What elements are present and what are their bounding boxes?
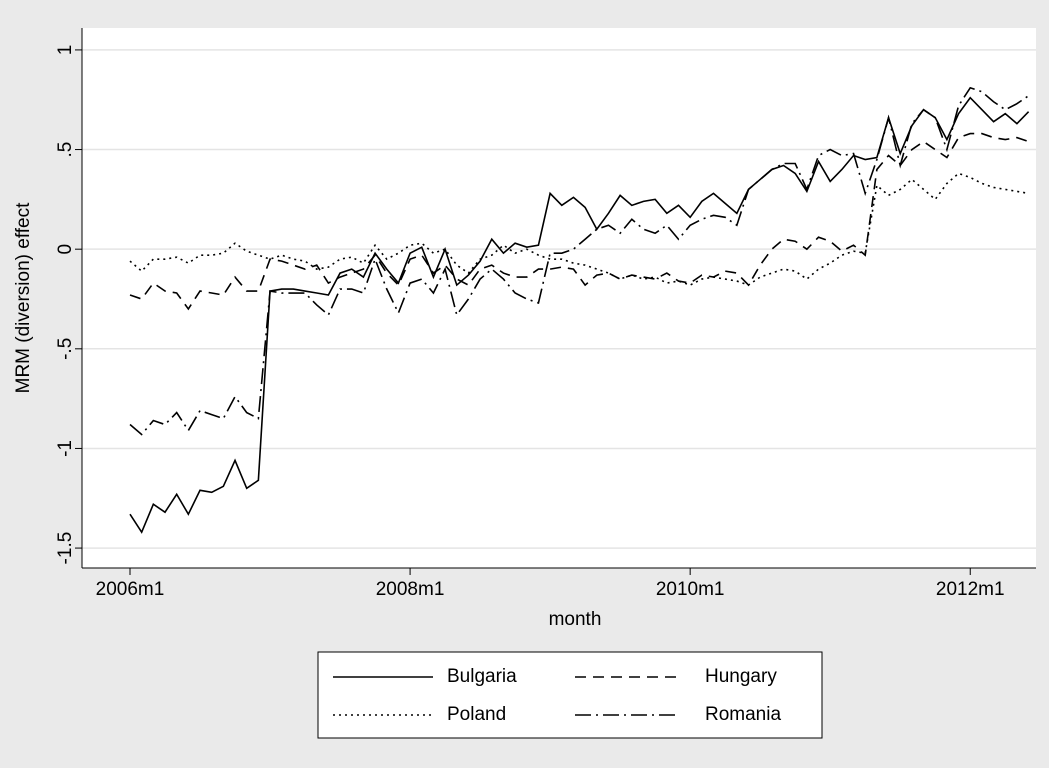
legend-label: Romania bbox=[705, 704, 781, 725]
y-tick-label: -1 bbox=[55, 440, 76, 457]
y-tick-label: 0 bbox=[55, 244, 76, 255]
series-line bbox=[129, 132, 1029, 311]
y-tick-label: 1 bbox=[55, 45, 76, 56]
x-tick-label: 2010m1 bbox=[656, 579, 725, 600]
x-tick-label: 2012m1 bbox=[936, 579, 1005, 600]
x-tick-label: 2008m1 bbox=[376, 579, 445, 600]
series-line bbox=[129, 172, 1029, 286]
legend bbox=[317, 651, 823, 739]
legend-label: Hungary bbox=[705, 666, 777, 687]
y-tick-label: -.5 bbox=[55, 338, 76, 360]
legend-label: Bulgaria bbox=[447, 666, 517, 687]
y-tick-label: -1.5 bbox=[55, 532, 76, 565]
y-axis-title: MRM (diversion) effect bbox=[13, 202, 34, 393]
plot-area bbox=[82, 28, 1036, 568]
legend-label: Poland bbox=[447, 704, 506, 725]
x-tick-label: 2006m1 bbox=[96, 579, 165, 600]
series-line bbox=[129, 86, 1030, 436]
x-axis-title: month bbox=[549, 609, 602, 630]
y-tick-label: .5 bbox=[55, 142, 76, 158]
